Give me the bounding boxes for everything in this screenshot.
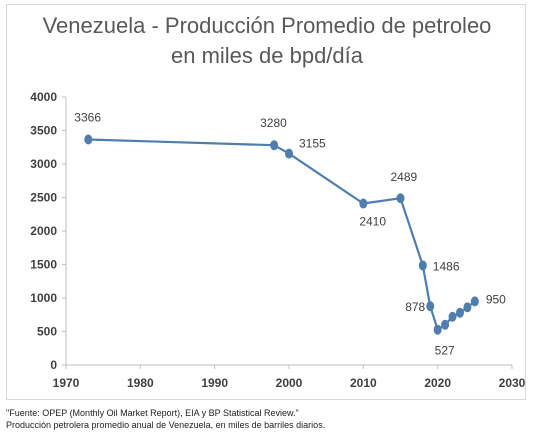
caption: "Fuente: OPEP (Monthly Oil Market Report…	[6, 407, 526, 431]
data-label: 950	[486, 292, 506, 306]
data-point	[426, 301, 435, 312]
data-label: 3280	[260, 116, 287, 130]
line-chart: 0 500 1000 1500 2000 2500 3000 3500 4000 1970 1980…	[30, 90, 526, 390]
y-tick-label: 2500	[30, 191, 57, 205]
x-tick-label: 2030	[499, 376, 526, 390]
y-tick-label: 2000	[30, 224, 57, 238]
data-label: 3155	[299, 137, 326, 151]
y-tick-label: 4000	[30, 90, 57, 104]
x-tick-label: 1990	[201, 376, 228, 390]
data-point	[463, 302, 472, 313]
chart-title: Venezuela - Producción Promedio de petro…	[7, 11, 527, 71]
data-label: 3366	[74, 110, 101, 124]
data-label: 527	[435, 344, 455, 358]
x-tick-label: 2000	[276, 376, 303, 390]
y-tick-label: 500	[37, 325, 57, 339]
x-tick-label: 2020	[424, 376, 451, 390]
x-tick-label: 2010	[350, 376, 377, 390]
data-label: 878	[405, 300, 425, 314]
caption-description: Producción petrolera promedio anual de V…	[6, 420, 326, 430]
data-label: 2489	[391, 170, 418, 184]
data-point	[433, 324, 442, 335]
chart-title-line2: en miles de bpd/día	[170, 43, 364, 68]
y-tick-label: 0	[50, 358, 57, 372]
y-tick-label: 3500	[30, 124, 57, 138]
data-point	[448, 311, 457, 322]
data-point	[270, 140, 279, 151]
data-label: 2410	[359, 215, 386, 229]
y-tick-label: 1500	[30, 258, 57, 272]
chart-title-line1: Venezuela - Producción Promedio de petro…	[42, 13, 492, 38]
data-point	[470, 296, 479, 307]
data-point	[285, 148, 293, 159]
data-point	[359, 198, 368, 209]
data-point	[418, 260, 427, 271]
caption-source: "Fuente: OPEP (Monthly Oil Market Report…	[6, 408, 299, 418]
chart-frame: Venezuela - Producción Promedio de petro…	[6, 4, 526, 400]
data-point	[441, 319, 450, 330]
x-tick-label: 1970	[53, 376, 80, 390]
y-tick-label: 1000	[30, 291, 57, 305]
data-point	[396, 193, 405, 204]
data-label: 1486	[433, 259, 460, 273]
data-point	[455, 307, 464, 318]
y-tick-label: 3000	[30, 157, 57, 171]
data-point	[84, 134, 93, 145]
x-tick-label: 1980	[127, 376, 154, 390]
